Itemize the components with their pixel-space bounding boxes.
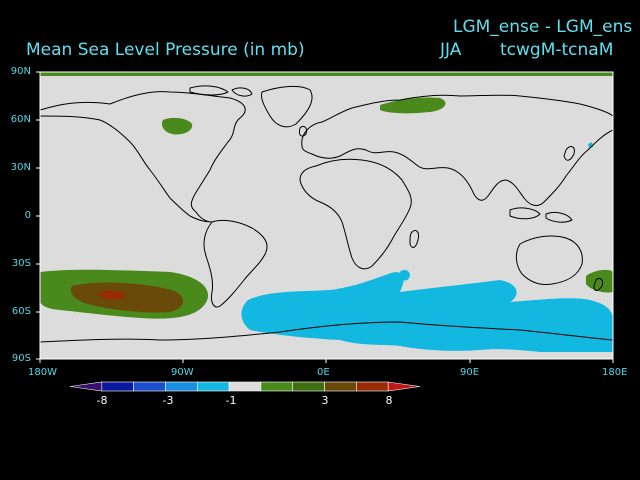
colorbar-swatch	[101, 381, 134, 392]
greenland-outline	[261, 85, 313, 128]
colorbar-swatch	[356, 381, 389, 392]
australia-outline	[515, 235, 583, 285]
colorbar-label: 3	[321, 394, 329, 407]
colorbar-swatch	[196, 381, 230, 392]
positive-anomaly-regions	[40, 72, 613, 319]
colorbar-swatch	[387, 381, 421, 392]
southern-ocean-anomaly	[241, 272, 614, 352]
north-america-anomaly	[162, 117, 193, 135]
colorbar-swatch	[165, 381, 198, 392]
africa-outline	[299, 158, 412, 270]
colorbar-label: -8	[96, 394, 108, 407]
lon-label-180w: 180W	[28, 367, 57, 378]
lat-label-0: 0	[24, 210, 31, 221]
lon-label-0e: 0E	[317, 367, 330, 378]
colorbar-swatch	[260, 381, 294, 392]
colorbar	[69, 381, 421, 392]
map-title: Mean Sea Level Pressure (in mb)	[26, 40, 305, 60]
lat-label-30s: 30S	[11, 258, 31, 269]
lat-label-60s: 60S	[11, 306, 31, 317]
new-zealand-outline	[593, 277, 603, 291]
tasman-anomaly	[586, 269, 613, 293]
indonesia-outline	[509, 207, 573, 223]
south-pacific-core-anomaly	[98, 290, 126, 300]
colorbar-swatch	[133, 381, 166, 392]
lon-label-180e: 180E	[602, 367, 628, 378]
experiment-label: LGM_ense - LGM_ens	[453, 17, 633, 37]
colorbar-swatch	[292, 381, 325, 392]
difference-label: tcwgM-tcnaM	[500, 40, 614, 60]
arctic-anomaly	[380, 97, 446, 114]
lon-label-90e: 90E	[460, 367, 480, 378]
arctic-islands-outline	[189, 85, 253, 97]
north-pole-band-anomaly	[40, 72, 613, 76]
continent-outlines	[39, 85, 614, 343]
south-america-outline	[203, 219, 268, 308]
lat-label-90s: 90S	[11, 353, 31, 364]
amundsen-anomaly	[40, 317, 75, 337]
colorbar-label: 8	[385, 394, 393, 407]
madagascar-outline	[409, 229, 419, 248]
british-isles-outline	[299, 125, 307, 137]
colorbar-swatch	[228, 381, 262, 392]
season-label: JJA	[440, 40, 462, 60]
lon-label-90w: 90W	[171, 367, 194, 378]
axis-ticks	[36, 71, 614, 363]
lat-label-60n: 60N	[10, 114, 31, 125]
antarctica-outline	[39, 321, 614, 343]
colorbar-swatch	[324, 381, 357, 392]
japan-outline	[563, 146, 575, 161]
south-pacific-inner-anomaly	[70, 282, 184, 313]
lat-label-90n: 90N	[10, 66, 31, 77]
colorbar-label: -3	[162, 394, 174, 407]
colorbar-swatch	[69, 381, 103, 392]
eurasia-outline	[301, 94, 614, 206]
north-america-outline	[39, 91, 246, 223]
lat-label-30n: 30N	[10, 162, 31, 173]
colorbar-label: -1	[225, 394, 237, 407]
east-pacific-anomaly	[400, 269, 410, 281]
